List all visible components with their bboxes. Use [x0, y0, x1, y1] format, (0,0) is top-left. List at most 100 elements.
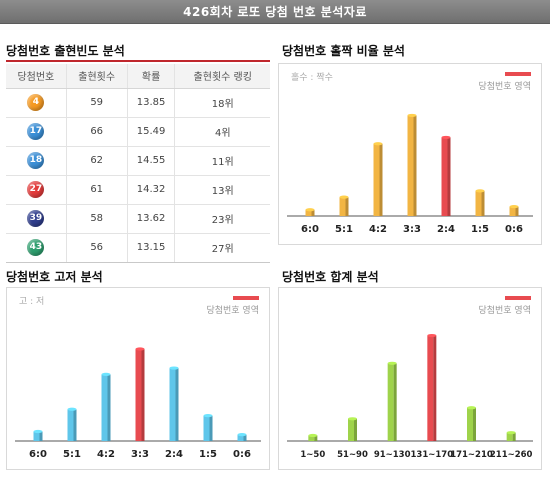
- table-header-row: 당첨번호 출현횟수 확률 출현횟수 랭킹: [6, 64, 270, 89]
- chart-tick-label: 2:4: [437, 224, 455, 235]
- prob-cell: 13.15: [126, 233, 175, 263]
- chart-bar: [339, 195, 349, 216]
- highlow-section-title: 당첨번호 고저 분석: [6, 270, 103, 284]
- chart-bar: [237, 433, 247, 441]
- count-cell: 66: [65, 117, 128, 147]
- chart-bar: [169, 366, 179, 441]
- chart-bar: [203, 414, 213, 441]
- chart-tick-label: 211~260: [490, 450, 533, 460]
- lotto-ball: 43: [27, 239, 45, 256]
- bar-chart-svg: 6:0 5:1 4:2 3:3 2:4 1:5 0:6: [15, 347, 261, 460]
- ball-cell: 39: [6, 204, 67, 234]
- rank-cell: 18위: [174, 88, 270, 118]
- rank-cell: 27위: [174, 233, 270, 263]
- chart-bar: [305, 208, 315, 216]
- frequency-table-body: 4 59 13.85 18위 17 66 15.49 4위 18 62 14.55 11위 27 61 14…: [6, 88, 270, 263]
- count-cell: 58: [65, 204, 128, 234]
- highlow-chart: 6:0 5:1 4:2 3:3 2:4 1:5 0:6 고 : 저 당첨번호 영역: [6, 287, 270, 470]
- chart-bar: [467, 406, 476, 441]
- chart-tick-label: 1:5: [471, 224, 489, 235]
- frequency-section-title: 당첨번호 출현빈도 분석: [6, 44, 125, 58]
- chart-tick-label: 3:3: [131, 449, 149, 460]
- highlow-legend-note: 고 : 저: [19, 297, 45, 307]
- ball-cell: 43: [6, 233, 67, 263]
- bar-chart-svg: 6:0 5:1 4:2 3:3 2:4 1:5 0:6: [287, 113, 533, 235]
- oddeven-section-title: 당첨번호 홀짝 비율 분석: [282, 44, 405, 58]
- ball-cell: 18: [6, 146, 67, 176]
- chart-tick-label: 171~210: [450, 450, 493, 460]
- page-banner: 426회차 로또 당첨 번호 분석자료: [0, 0, 550, 24]
- lotto-ball: 4: [27, 94, 45, 111]
- chart-tick-label: 3:3: [403, 224, 421, 235]
- prob-cell: 13.62: [126, 204, 175, 234]
- count-cell: 62: [65, 146, 128, 176]
- chart-bar: [101, 372, 111, 441]
- frequency-table: 당첨번호 출현횟수 확률 출현횟수 랭킹 4 59 13.85 18위 17 66 15.4…: [6, 64, 270, 263]
- chart-tick-label: 4:2: [369, 224, 387, 235]
- prob-cell: 14.55: [126, 146, 175, 176]
- chart-tick-label: 0:6: [505, 224, 523, 235]
- chart-tick-label: 0:6: [233, 449, 251, 460]
- chart-bar: [475, 189, 485, 216]
- lotto-ball: 17: [27, 123, 45, 140]
- count-cell: 59: [65, 88, 128, 118]
- chart-tick-label: 5:1: [335, 224, 353, 235]
- chart-bar: [509, 204, 519, 216]
- chart-tick-label: 131~170: [411, 450, 454, 460]
- chart-bar: [506, 431, 516, 441]
- chart-bar: [441, 135, 451, 216]
- chart-tick-label: 6:0: [301, 224, 319, 235]
- prob-cell: 15.49: [126, 117, 175, 147]
- chart-tick-label: 51~90: [337, 450, 368, 460]
- oddeven-legend-note: 홀수 : 짝수: [291, 73, 333, 83]
- rank-cell: 23위: [174, 204, 270, 234]
- chart-tick-label: 5:1: [63, 449, 81, 460]
- rank-cell: 11위: [174, 146, 270, 176]
- chart-tick-label: 2:4: [165, 449, 183, 460]
- lotto-ball: 27: [27, 181, 45, 198]
- table-row: 39 58 13.62 23위: [6, 204, 270, 234]
- rank-cell: 4위: [174, 117, 270, 147]
- sum-section-title: 당첨번호 합계 분석: [282, 270, 379, 284]
- winning-legend-swatch: [505, 296, 531, 300]
- ball-cell: 27: [6, 175, 67, 205]
- chart-bar: [135, 347, 145, 441]
- count-cell: 56: [65, 233, 128, 263]
- chart-bar: [373, 142, 383, 216]
- frequency-title-rule: [6, 60, 270, 62]
- winning-legend-label: 당첨번호 영역: [478, 306, 531, 316]
- chart-bar: [348, 417, 357, 441]
- chart-bar: [308, 433, 318, 441]
- chart-tick-label: 6:0: [29, 449, 47, 460]
- col-header-rank: 출현횟수 랭킹: [174, 64, 270, 89]
- winning-legend-label: 당첨번호 영역: [478, 82, 531, 92]
- chart-tick-label: 91~130: [374, 450, 411, 460]
- winning-legend-label: 당첨번호 영역: [206, 306, 259, 316]
- chart-tick-label: 1~50: [300, 450, 325, 460]
- winning-legend-swatch: [505, 72, 531, 76]
- table-row: 4 59 13.85 18위: [6, 88, 270, 118]
- prob-cell: 14.32: [126, 175, 175, 205]
- chart-bar: [33, 429, 43, 441]
- chart-tick-label: 4:2: [97, 449, 115, 460]
- sum-chart: 1~50 51~90 91~130 131~170 171~210 211~260 당첨번…: [278, 287, 542, 470]
- count-cell: 61: [65, 175, 128, 205]
- chart-bar: [427, 333, 437, 441]
- table-row: 43 56 13.15 27위: [6, 233, 270, 263]
- chart-tick-label: 1:5: [199, 449, 217, 460]
- chart-bar: [67, 407, 77, 441]
- winning-legend-swatch: [233, 296, 259, 300]
- chart-bar: [407, 113, 417, 216]
- table-row: 17 66 15.49 4위: [6, 117, 270, 147]
- table-row: 27 61 14.32 13위: [6, 175, 270, 205]
- chart-bar: [387, 361, 397, 441]
- col-header-ball: 당첨번호: [6, 64, 67, 89]
- prob-cell: 13.85: [126, 88, 175, 118]
- table-row: 18 62 14.55 11위: [6, 146, 270, 176]
- rank-cell: 13위: [174, 175, 270, 205]
- col-header-prob: 확률: [126, 64, 175, 89]
- col-header-count: 출현횟수: [65, 64, 128, 89]
- ball-cell: 4: [6, 88, 67, 118]
- lotto-ball: 18: [27, 152, 45, 169]
